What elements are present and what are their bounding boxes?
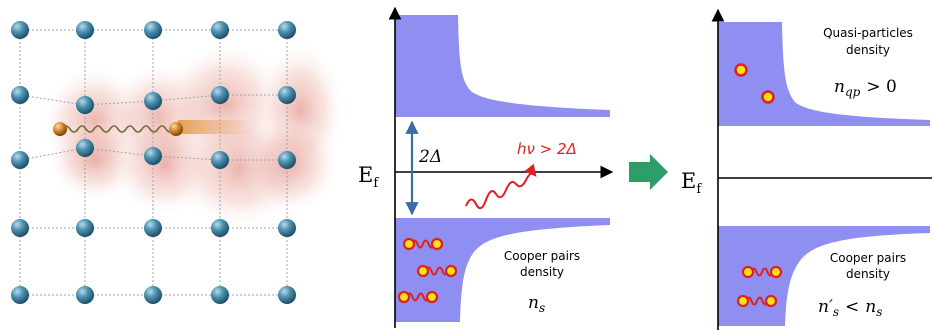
cooper-pair [397, 290, 439, 304]
fermi-label-after: Ef [681, 169, 702, 197]
paired-electron [736, 294, 750, 308]
lattice-atom [11, 86, 29, 104]
lattice-atom [278, 286, 296, 304]
electron-trail [178, 120, 250, 134]
lattice-atom [76, 219, 94, 237]
lattice-atom [144, 147, 162, 165]
lattice-bond [152, 155, 221, 161]
cooper-pair [416, 264, 458, 278]
photon-label: hν > 2Δ [517, 140, 577, 158]
photon-wave [465, 163, 537, 210]
lattice-atom [144, 21, 162, 39]
lattice-atom [76, 286, 94, 304]
cooper-pairs-after [736, 265, 783, 308]
qp-relation: nqp > 0 [834, 77, 897, 99]
paired-electron [416, 264, 430, 278]
paired-electron [430, 237, 444, 251]
paired-electron [402, 237, 416, 251]
cooper-pair-spring [61, 125, 173, 133]
cooper-pairs-before [397, 237, 458, 304]
quasiparticle [761, 90, 775, 104]
upper-band-before [395, 15, 610, 117]
lattice-atom [11, 286, 29, 304]
lattice-atom [211, 286, 229, 304]
lattice-atom [278, 86, 296, 104]
lattice-atoms [11, 21, 296, 304]
band-diagram-after: Ef Quasi-particles density nqp > 0 Cooper… [681, 8, 932, 330]
paired-electron [764, 294, 778, 308]
pairs-label-line2-after: density [846, 267, 890, 281]
paired-electron [769, 265, 783, 279]
lattice-atom [211, 219, 229, 237]
lattice-bond [84, 100, 154, 106]
lattice-illustration [11, 21, 345, 304]
lattice-bond [19, 147, 86, 161]
lattice-atom [11, 151, 29, 169]
cooper-pair [736, 294, 778, 308]
lattice-atom [76, 139, 94, 157]
fermi-label-before: Ef [358, 163, 379, 191]
lattice-bond [84, 147, 154, 157]
lattice-atom [278, 21, 296, 39]
pairs-label-line2-before: density [520, 265, 564, 279]
lower-band-before [395, 218, 610, 322]
phonon-clouds [40, 40, 345, 230]
lattice-atom [144, 286, 162, 304]
cooper-pair [402, 237, 444, 251]
lattice-atom [211, 21, 229, 39]
paired-electron [741, 265, 755, 279]
paired-electron [425, 290, 439, 304]
qp-label-line2: density [846, 43, 890, 57]
transition-arrow [629, 154, 668, 190]
lattice-atom [76, 21, 94, 39]
band-diagram-before: Ef 2Δ hν > 2Δ Cooper pairs density ns [358, 6, 614, 328]
qp-label-line1: Quasi-particles [823, 26, 913, 40]
lattice-atom [11, 219, 29, 237]
lattice-atom [11, 21, 29, 39]
quasiparticle [734, 63, 748, 77]
electron-right [169, 122, 183, 136]
lattice-bond [152, 94, 221, 102]
lattice-atom [144, 92, 162, 110]
pairs-symbol-before: ns [528, 293, 545, 315]
lattice-atom [144, 219, 162, 237]
lattice-bond [19, 94, 86, 106]
pairs-relation-after: n′s < ns [818, 297, 882, 319]
lattice-atom [211, 151, 229, 169]
lattice-atom [76, 96, 94, 114]
gap-label: 2Δ [418, 147, 442, 167]
lattice-bonds [19, 29, 288, 296]
electron-left [53, 122, 67, 136]
lattice-atom [278, 219, 296, 237]
lattice-atom [211, 86, 229, 104]
pairs-label-line1-after: Cooper pairs [830, 251, 906, 265]
lattice-atom [278, 151, 296, 169]
cooper-pair [741, 265, 783, 279]
paired-electron [397, 290, 411, 304]
pairs-label-line1-before: Cooper pairs [504, 249, 580, 263]
paired-electron [444, 264, 458, 278]
